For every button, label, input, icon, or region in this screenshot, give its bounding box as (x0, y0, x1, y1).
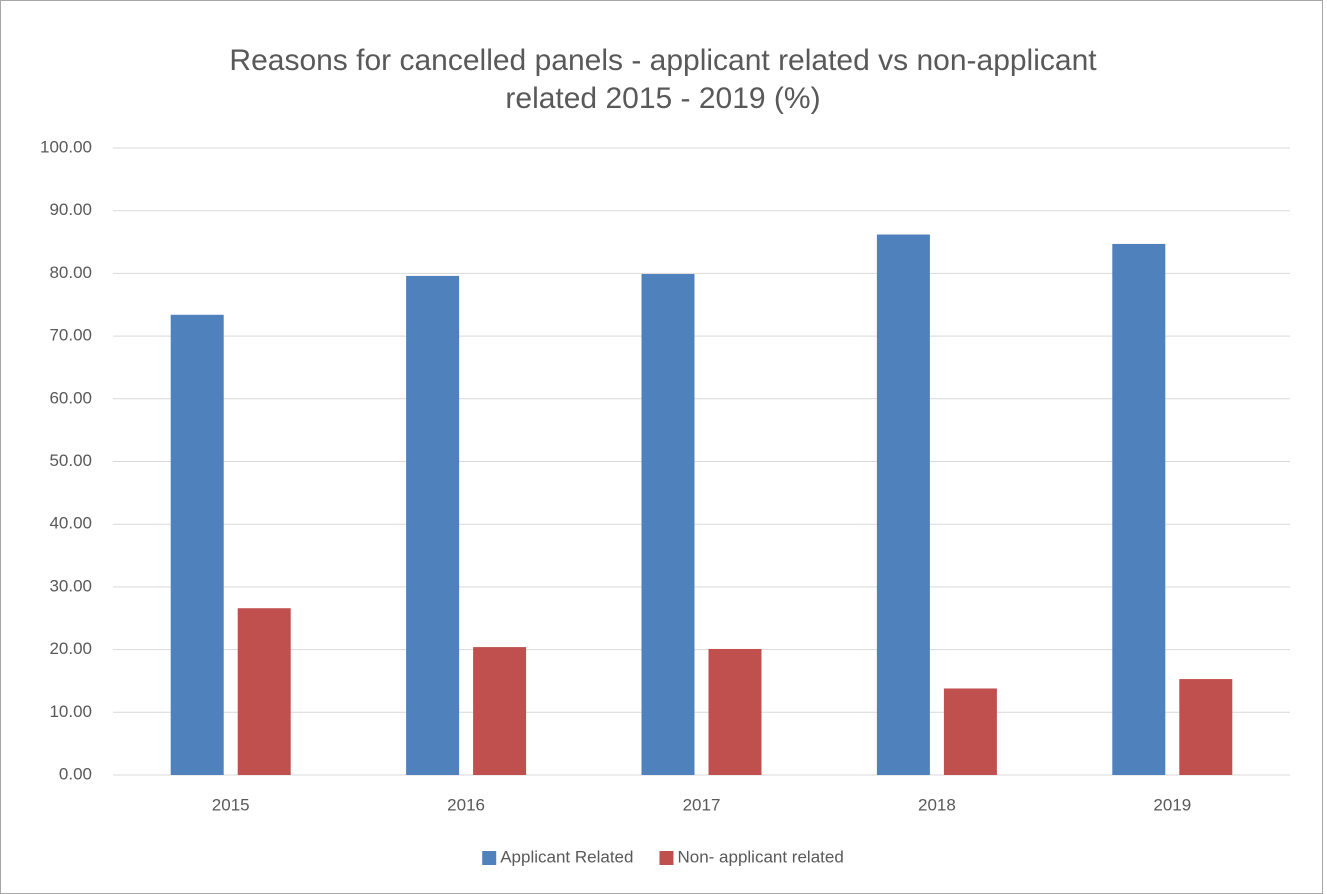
legend-swatch (482, 851, 497, 865)
bar (1112, 243, 1166, 775)
y-tick-label: 50.00 (49, 451, 92, 470)
y-tick-label: 40.00 (49, 514, 92, 533)
y-tick-label: 60.00 (49, 388, 92, 407)
y-tick-label: 10.00 (49, 702, 92, 721)
y-tick-label: 90.00 (49, 200, 92, 219)
y-tick-label: 70.00 (49, 326, 92, 345)
y-tick-label: 80.00 (49, 263, 92, 282)
legend-swatch (659, 851, 674, 865)
bar (876, 234, 930, 775)
bar (237, 608, 291, 775)
x-tick-label: 2019 (1153, 795, 1191, 814)
x-tick-label: 2015 (212, 795, 250, 814)
y-tick-label: 30.00 (49, 576, 92, 595)
bar (473, 647, 527, 775)
chart-title: related 2015 - 2019 (%) (505, 82, 820, 115)
bar (943, 688, 997, 775)
bar (406, 275, 460, 775)
bar (1179, 679, 1233, 775)
bar (641, 274, 695, 775)
y-tick-label: 20.00 (49, 639, 92, 658)
y-tick-label: 0.00 (59, 764, 92, 783)
x-tick-label: 2017 (683, 795, 721, 814)
bar (708, 648, 762, 775)
bar (170, 314, 224, 775)
legend-label: Applicant Related (500, 847, 633, 866)
x-tick-label: 2018 (918, 795, 956, 814)
x-tick-label: 2016 (447, 795, 485, 814)
legend-label: Non- applicant related (677, 847, 843, 866)
y-tick-label: 100.00 (40, 137, 92, 156)
chart-title: Reasons for cancelled panels - applicant… (229, 44, 1097, 77)
